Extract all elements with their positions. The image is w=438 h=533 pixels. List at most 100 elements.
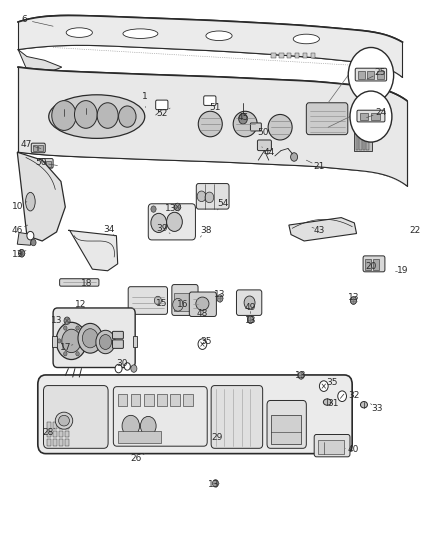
Bar — [303, 53, 307, 58]
Circle shape — [97, 103, 118, 128]
Ellipse shape — [323, 399, 331, 405]
Circle shape — [174, 203, 180, 211]
Circle shape — [348, 47, 394, 103]
FancyBboxPatch shape — [148, 204, 195, 240]
Circle shape — [96, 330, 115, 354]
Circle shape — [197, 191, 206, 201]
Circle shape — [52, 101, 76, 131]
Bar — [39, 161, 45, 166]
FancyBboxPatch shape — [189, 292, 216, 317]
Text: 39: 39 — [156, 224, 168, 233]
Circle shape — [64, 352, 67, 356]
FancyBboxPatch shape — [113, 386, 207, 446]
Circle shape — [166, 212, 182, 231]
Text: 17: 17 — [60, 343, 71, 352]
Circle shape — [57, 339, 61, 343]
Text: 34: 34 — [103, 225, 115, 234]
Text: 20: 20 — [365, 262, 377, 271]
Text: 38: 38 — [200, 226, 212, 235]
Bar — [365, 259, 371, 270]
FancyBboxPatch shape — [155, 100, 168, 110]
FancyBboxPatch shape — [258, 140, 272, 151]
Text: 18: 18 — [81, 279, 93, 288]
Circle shape — [154, 296, 161, 305]
Circle shape — [212, 480, 219, 487]
Circle shape — [205, 192, 214, 203]
Polygon shape — [68, 230, 118, 271]
Text: 13: 13 — [214, 289, 226, 298]
Bar — [360, 113, 368, 120]
Bar — [279, 53, 284, 58]
Text: 48: 48 — [197, 309, 208, 318]
Text: 13: 13 — [348, 293, 359, 302]
Circle shape — [76, 352, 79, 356]
Ellipse shape — [293, 34, 319, 44]
Text: 21: 21 — [314, 162, 325, 171]
Circle shape — [119, 106, 136, 127]
Text: 13: 13 — [245, 316, 256, 325]
FancyBboxPatch shape — [53, 308, 135, 368]
Text: 47: 47 — [20, 140, 32, 149]
FancyBboxPatch shape — [237, 290, 262, 316]
Bar — [133, 336, 137, 348]
Bar — [318, 440, 344, 454]
Circle shape — [82, 339, 85, 343]
Text: 26: 26 — [131, 455, 142, 463]
Circle shape — [115, 365, 122, 373]
FancyBboxPatch shape — [196, 183, 229, 209]
Bar — [144, 394, 153, 406]
Circle shape — [78, 324, 102, 353]
Circle shape — [73, 308, 81, 319]
Text: 51: 51 — [209, 102, 220, 111]
Circle shape — [64, 317, 70, 325]
Circle shape — [27, 231, 34, 240]
Ellipse shape — [268, 115, 292, 140]
Text: 6: 6 — [22, 15, 28, 25]
Circle shape — [82, 329, 98, 348]
FancyBboxPatch shape — [38, 159, 53, 168]
Bar — [65, 431, 69, 437]
Text: 50: 50 — [35, 158, 46, 167]
Ellipse shape — [196, 297, 209, 310]
Polygon shape — [17, 232, 32, 245]
Text: 16: 16 — [177, 300, 189, 309]
Circle shape — [131, 365, 137, 372]
Circle shape — [174, 203, 180, 211]
Bar — [377, 71, 384, 79]
FancyBboxPatch shape — [172, 285, 198, 316]
Ellipse shape — [25, 192, 35, 211]
Bar — [53, 431, 57, 437]
Bar — [52, 336, 57, 348]
Text: 22: 22 — [409, 226, 420, 235]
Text: 32: 32 — [348, 391, 359, 400]
Circle shape — [198, 339, 207, 350]
Circle shape — [124, 363, 131, 370]
FancyBboxPatch shape — [355, 68, 387, 81]
FancyBboxPatch shape — [306, 103, 348, 135]
Circle shape — [18, 249, 25, 257]
FancyBboxPatch shape — [251, 123, 261, 131]
Circle shape — [217, 295, 223, 302]
Polygon shape — [71, 308, 86, 321]
Text: 12: 12 — [74, 300, 86, 309]
Text: 13: 13 — [51, 316, 62, 325]
FancyBboxPatch shape — [204, 96, 216, 106]
Text: 50: 50 — [257, 128, 268, 137]
Bar — [356, 116, 358, 150]
Text: 52: 52 — [156, 109, 168, 118]
Bar — [46, 439, 51, 446]
Circle shape — [56, 322, 87, 360]
Bar — [46, 161, 51, 166]
FancyBboxPatch shape — [113, 332, 124, 339]
Bar — [46, 431, 51, 437]
Circle shape — [247, 316, 254, 324]
Bar — [38, 145, 42, 151]
Circle shape — [350, 297, 357, 304]
FancyBboxPatch shape — [211, 385, 263, 448]
Text: 43: 43 — [314, 226, 325, 235]
Polygon shape — [289, 217, 357, 241]
Text: 40: 40 — [348, 446, 359, 455]
Bar — [272, 53, 276, 58]
Bar — [367, 71, 374, 79]
Circle shape — [99, 335, 112, 350]
